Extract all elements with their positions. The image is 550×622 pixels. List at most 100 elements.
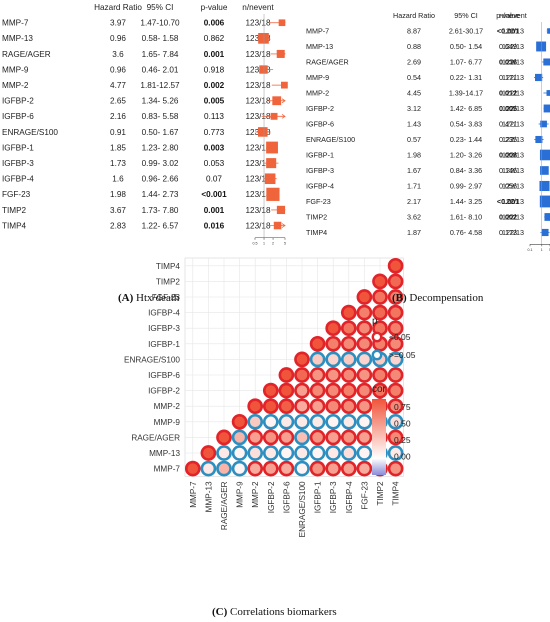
correlation-circle — [294, 351, 310, 368]
confidence-interval: 0.83- 5.58 — [142, 112, 179, 121]
hazard-ratio: 2.16 — [110, 112, 126, 121]
correlation-circle — [387, 445, 404, 461]
hazard-ratio: 0.57 — [407, 135, 421, 144]
hazard-box — [266, 141, 278, 154]
correlation-circle — [309, 398, 326, 415]
p-value: 0.146 — [499, 166, 517, 175]
column-header: p-value — [496, 11, 520, 20]
correlation-circle — [325, 445, 342, 461]
n-event: 123/18 — [245, 19, 270, 28]
n-event: 123/18 — [245, 112, 270, 121]
correlation-circle — [325, 335, 342, 352]
hazard-box — [547, 28, 550, 34]
hazard-ratio: 2.69 — [407, 58, 421, 67]
correlation-circle — [278, 398, 295, 415]
correlation-circle — [247, 398, 264, 415]
correlation-circle — [294, 382, 310, 399]
row-label: RAGE/AGER — [306, 58, 349, 67]
hazard-box — [544, 213, 550, 221]
correlation-circle — [372, 273, 388, 290]
n-event: 123/18 — [245, 143, 270, 152]
hazard-box — [276, 205, 286, 215]
correlation-circle — [372, 367, 388, 383]
p-value: 0.008 — [499, 151, 517, 160]
p-value: 0.171 — [499, 73, 517, 82]
correlation-circle — [387, 335, 404, 352]
confidence-interval: 1.22- 6.57 — [142, 221, 179, 230]
hazard-ratio: 1.43 — [407, 120, 421, 129]
n-event: 123/18 — [245, 50, 270, 59]
legend-cor-bar — [372, 399, 386, 475]
hazard-box — [258, 32, 269, 44]
x-tick-label: MMP-9 — [236, 481, 245, 508]
n-event: 122/13 — [502, 58, 524, 67]
correlation-circle — [325, 398, 342, 415]
row-label: FGF-23 — [306, 197, 331, 206]
caption-b: (B) Decompensation — [392, 292, 484, 304]
confidence-interval: 1.44- 2.73 — [142, 190, 179, 199]
n-event: 122/13 — [502, 166, 524, 175]
row-label: TIMP4 — [306, 228, 327, 237]
y-tick-label: IGFBP-4 — [148, 309, 180, 318]
p-value: 0.001 — [204, 50, 225, 59]
hazard-ratio: 4.45 — [407, 89, 421, 98]
n-event: 123/18 — [245, 206, 270, 215]
correlation-circle — [294, 398, 310, 415]
confidence-interval: 2.61-30.17 — [449, 27, 483, 36]
correlation-circle — [356, 335, 373, 352]
correlation-circle — [247, 429, 264, 446]
correlation-circle — [372, 289, 388, 305]
correlation-circle — [340, 320, 357, 337]
x-tick-label: MMP-7 — [189, 481, 198, 508]
row-label: ENRAGE/S100 — [2, 128, 58, 137]
column-header: 95% CI — [454, 11, 478, 20]
hazard-box — [541, 228, 549, 237]
caption-c: (C) Correlations biomarkers — [212, 606, 337, 618]
hazard-ratio: 8.87 — [407, 27, 421, 36]
row-label: IGFBP-4 — [2, 175, 34, 184]
correlation-circle — [278, 460, 295, 477]
p-value: 0.036 — [499, 58, 517, 67]
p-value: 0.001 — [204, 206, 225, 215]
confidence-interval: 0.99- 2.97 — [450, 182, 482, 191]
correlation-circle — [340, 460, 357, 477]
correlation-circle — [309, 335, 326, 352]
legend-p-label: >=0.05 — [389, 350, 416, 360]
correlation-circle — [356, 413, 373, 430]
x-tick-label: IGFBP-1 — [314, 481, 323, 513]
correlation-circle — [387, 304, 404, 321]
correlation-circle — [356, 351, 373, 368]
confidence-interval: 1.23- 2.80 — [142, 143, 179, 152]
legend-p-key — [371, 349, 383, 361]
n-event: 123/18 — [245, 97, 270, 106]
correlation-circle — [325, 382, 342, 399]
correlation-circle — [387, 367, 404, 383]
hazard-box — [539, 149, 550, 161]
legend-p-title: p — [372, 316, 378, 327]
confidence-interval: 0.50- 1.54 — [450, 42, 482, 51]
row-label: MMP-7 — [306, 27, 329, 36]
n-event: 122/13 — [502, 120, 524, 129]
row-label: IGFBP-1 — [2, 143, 34, 152]
row-label: MMP-7 — [2, 19, 29, 28]
correlation-circle — [247, 413, 264, 430]
x-tick-label: RAGE/AGER — [220, 481, 229, 530]
row-label: MMP-9 — [306, 73, 329, 82]
row-label: IGFBP-3 — [2, 159, 34, 168]
hazard-box — [276, 49, 285, 58]
confidence-interval: 1.20- 3.26 — [450, 151, 482, 160]
plot-area — [184, 257, 404, 477]
correlation-circle — [309, 367, 326, 383]
correlation-circle — [325, 320, 342, 337]
confidence-interval: 0.22- 1.31 — [450, 73, 482, 82]
correlation-circle — [387, 382, 404, 399]
p-value: 0.016 — [204, 221, 225, 230]
row-label: ENRAGE/S100 — [306, 135, 355, 144]
legend-cor-label: 0.00 — [394, 452, 411, 462]
correlation-circle — [294, 367, 310, 383]
correlation-circle — [387, 429, 404, 446]
correlation-circle — [356, 445, 373, 461]
hazard-ratio: 3.97 — [110, 19, 126, 28]
hazard-ratio: 2.17 — [407, 197, 421, 206]
